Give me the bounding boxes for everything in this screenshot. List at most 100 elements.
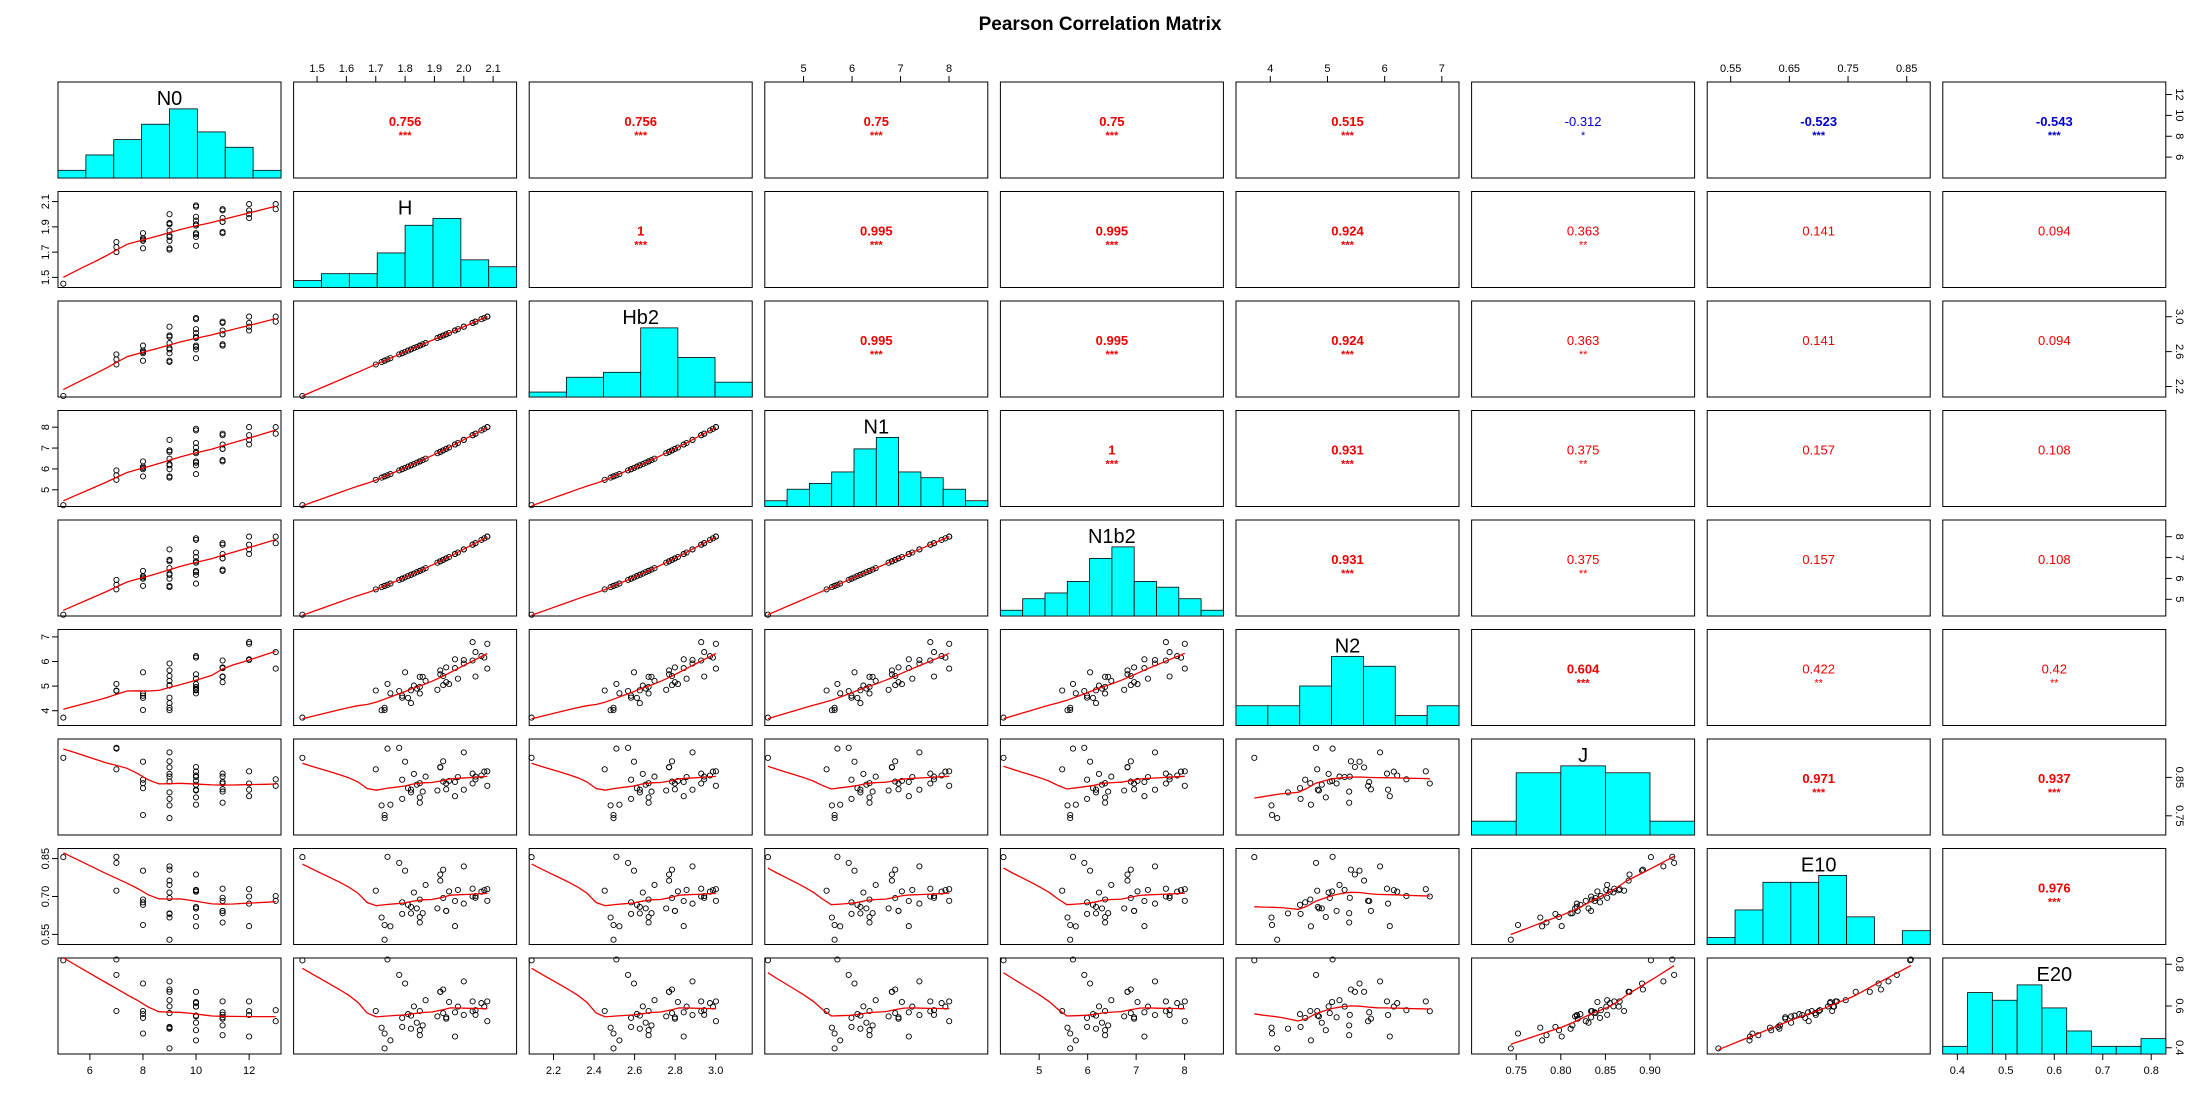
scatter-point [1597, 1007, 1604, 1014]
scatter-point [671, 445, 678, 452]
histogram-bar [1363, 665, 1396, 726]
scatter-point [712, 886, 719, 893]
scatter-point [272, 1018, 279, 1025]
smoother-line [531, 426, 717, 507]
scatter-point [1403, 776, 1410, 783]
scatter-point [472, 673, 479, 680]
scatter-point [484, 665, 491, 672]
panel-frame [764, 81, 989, 179]
histogram-bar [252, 169, 282, 179]
scatter-point [1365, 897, 1372, 904]
tick-label: 1.5 [309, 63, 324, 75]
scatter-point [219, 894, 226, 901]
scatter-point [869, 788, 876, 795]
scatter-point [1144, 886, 1151, 893]
scatter-point [938, 772, 945, 779]
scatter-point [451, 656, 459, 663]
scatter-point [1067, 811, 1074, 819]
scatter-point [671, 555, 678, 562]
scatter-point [1064, 1024, 1071, 1031]
scatter-point [837, 801, 844, 808]
scatter-point [387, 690, 394, 697]
scatter-point [1669, 956, 1676, 963]
scatter-point [219, 228, 226, 235]
scatter-panel [764, 744, 953, 822]
scatter-point [1322, 794, 1329, 801]
scatter-point [1268, 914, 1275, 921]
scatter-point [399, 776, 406, 783]
scatter-point [1089, 694, 1097, 701]
scatter-point [851, 574, 858, 581]
scatter-point [1105, 1022, 1112, 1029]
scatter-point [689, 546, 696, 553]
correlation-value: 0.756 [389, 114, 422, 129]
scatter-point [1141, 793, 1148, 800]
scatter-point [1095, 1003, 1103, 1010]
scatter-point [616, 801, 623, 808]
scatter-point [246, 786, 253, 793]
scatter-point [422, 340, 429, 347]
scatter-point [192, 439, 200, 447]
tick-label: 2.2 [546, 1065, 561, 1077]
tick-label: 0.8 [2173, 957, 2185, 972]
scatter-point [1594, 888, 1601, 895]
scatter-point [469, 885, 476, 892]
tick-label: 0.5 [1998, 1065, 2013, 1077]
scatter-point [1322, 1027, 1329, 1034]
scatter-point [399, 575, 406, 582]
histogram-bar [1235, 705, 1269, 726]
scatter-point [680, 778, 687, 786]
scatter-point [1318, 1019, 1325, 1026]
panel-frame [293, 519, 518, 617]
scatter-point [437, 877, 444, 884]
scatter-point [1297, 795, 1304, 802]
correlation-value: -0.312 [1565, 114, 1602, 129]
scatter-point [1567, 1025, 1574, 1032]
scatter-point [192, 988, 200, 995]
smoother-line [62, 957, 276, 1018]
scatter-point [443, 331, 450, 338]
scatter-point [671, 679, 678, 686]
scatter-point [636, 789, 643, 796]
scatter-point [764, 754, 771, 761]
scatter-point [528, 754, 535, 761]
scatter-point [60, 392, 67, 400]
scatter-point [625, 576, 632, 583]
scatter-point [946, 1018, 953, 1025]
scatter-point [645, 690, 652, 697]
scatter-point [610, 1030, 617, 1037]
scatter-point [451, 441, 459, 448]
smoother-line [302, 652, 488, 720]
scatter-point [139, 473, 147, 480]
scatter-point [909, 675, 916, 682]
scatter-point [166, 910, 173, 917]
scatter-point [1307, 896, 1314, 903]
scatter-point [680, 923, 687, 930]
scatter-point [446, 444, 453, 451]
significance-stars: ** [1579, 459, 1588, 471]
scatter-point [166, 340, 173, 347]
smoother-line [1003, 765, 1185, 790]
correlation-value: 0.995 [860, 224, 893, 239]
scatter-point [60, 714, 67, 721]
scatter-point [860, 570, 867, 577]
smoother-line [1510, 855, 1675, 936]
scatter-point [1582, 1018, 1589, 1025]
scatter-point [219, 770, 226, 777]
correlation-value: 0.157 [1802, 552, 1835, 567]
scatter-point [219, 457, 226, 464]
scatter-point [166, 357, 173, 364]
scatter-point [1174, 772, 1181, 779]
scatter-point [1626, 871, 1633, 878]
scatter-point [636, 700, 643, 707]
scatter-panel [1000, 956, 1188, 1052]
tick-label: 0.8 [2144, 1065, 2159, 1077]
scatter-point [378, 802, 385, 809]
scatter-point [1108, 997, 1115, 1004]
scatter-point [413, 685, 420, 692]
scatter-point [1302, 899, 1309, 906]
scatter-point [113, 887, 120, 894]
scatter-point [437, 763, 444, 771]
scatter-point [885, 559, 892, 566]
scatter-point [1907, 956, 1914, 963]
